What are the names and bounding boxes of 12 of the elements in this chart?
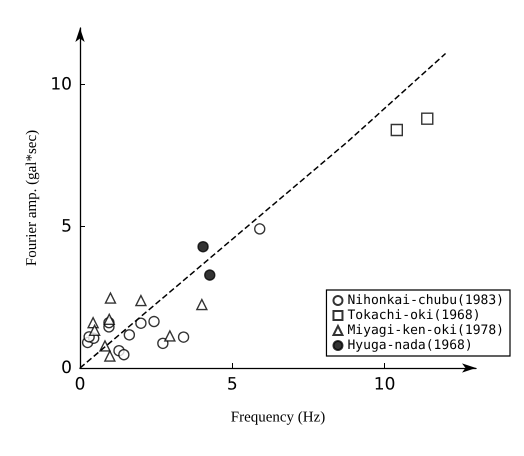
x-tick-label: 0 [74,374,86,394]
legend-label: Nihonkai-chubu(1983) [347,293,504,308]
legend-label: Miyagi-ken-oki(1978) [347,323,504,338]
x-axis-title: Frequency (Hz) [230,410,326,426]
y-tick-label: 10 [50,74,72,95]
y-axis-title: Fourier amp. (gal*sec) [24,130,40,266]
legend-label: Hyuga-nada(1968) [347,338,473,353]
x-tick-label: 10 [374,374,396,394]
x-tick-label: 5 [226,374,238,394]
legend-label: Tokachi-oki(1968) [347,308,481,323]
y-tick-label: 5 [61,216,72,236]
y-tick-label: 0 [61,358,72,378]
